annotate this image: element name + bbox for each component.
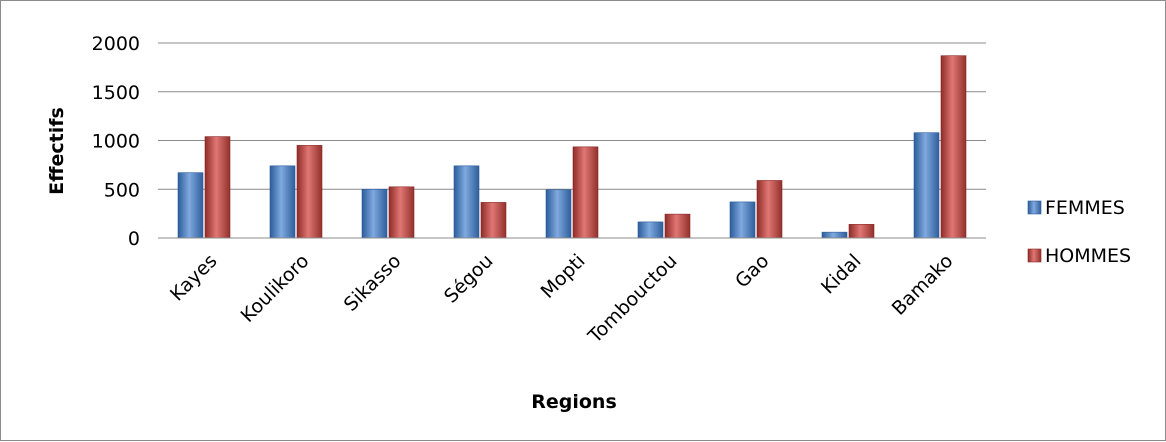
y-tick-label: 0 bbox=[128, 228, 140, 250]
y-tick-label: 1000 bbox=[92, 131, 140, 153]
bar-hommes-5 bbox=[572, 146, 599, 239]
y-axis-title: Effectifs bbox=[46, 107, 68, 195]
bar-hommes-7 bbox=[756, 180, 783, 239]
bar-hommes-6 bbox=[664, 213, 691, 239]
bar-hommes-2 bbox=[296, 145, 323, 239]
y-tick-label: 1500 bbox=[92, 82, 140, 104]
legend-label-hommes: HOMMES bbox=[1045, 245, 1131, 267]
bar-hommes-3 bbox=[388, 186, 415, 239]
bar-femmes-9 bbox=[913, 132, 940, 239]
x-tick-label: Ségou bbox=[440, 250, 498, 308]
legend-swatch-femmes bbox=[1027, 200, 1042, 215]
bar-femmes-1 bbox=[177, 172, 204, 239]
legend-swatch-hommes bbox=[1027, 248, 1042, 263]
bar-femmes-8 bbox=[821, 231, 848, 239]
x-tick-label: Bamako bbox=[888, 250, 958, 320]
bar-hommes-4 bbox=[480, 202, 507, 239]
bar-hommes-1 bbox=[204, 136, 231, 239]
x-tick-label: Kidal bbox=[817, 250, 866, 299]
x-tick-label: Sikasso bbox=[340, 250, 406, 316]
gridlines bbox=[158, 42, 986, 190]
x-tick-label: Koulikoro bbox=[237, 250, 314, 327]
bar-femmes-2 bbox=[269, 165, 296, 239]
bar-femmes-7 bbox=[729, 201, 756, 239]
bar-hommes-8 bbox=[848, 224, 875, 239]
bars bbox=[177, 55, 967, 239]
y-tick-label: 500 bbox=[104, 179, 140, 201]
x-tick-label: Kayes bbox=[166, 250, 222, 306]
bar-femmes-4 bbox=[453, 165, 480, 239]
bar-femmes-5 bbox=[545, 189, 572, 239]
y-axis-ticks: 0 500 1000 1500 2000 bbox=[92, 33, 140, 250]
bar-femmes-3 bbox=[361, 188, 388, 239]
x-tick-label: Tombouctou bbox=[583, 250, 681, 348]
x-axis-ticks: Kayes Koulikoro Sikasso Ségou MoptiTomboucto… bbox=[166, 250, 958, 348]
x-tick-label: Mopti bbox=[537, 250, 590, 303]
x-axis-title: Regions bbox=[531, 391, 617, 413]
bar-hommes-9 bbox=[940, 55, 967, 239]
legend: FEMMES HOMMES bbox=[1027, 197, 1131, 267]
x-tick-label: Gao bbox=[731, 250, 773, 292]
y-tick-label: 2000 bbox=[92, 33, 140, 55]
bar-femmes-6 bbox=[637, 221, 664, 239]
legend-label-femmes: FEMMES bbox=[1045, 197, 1125, 219]
